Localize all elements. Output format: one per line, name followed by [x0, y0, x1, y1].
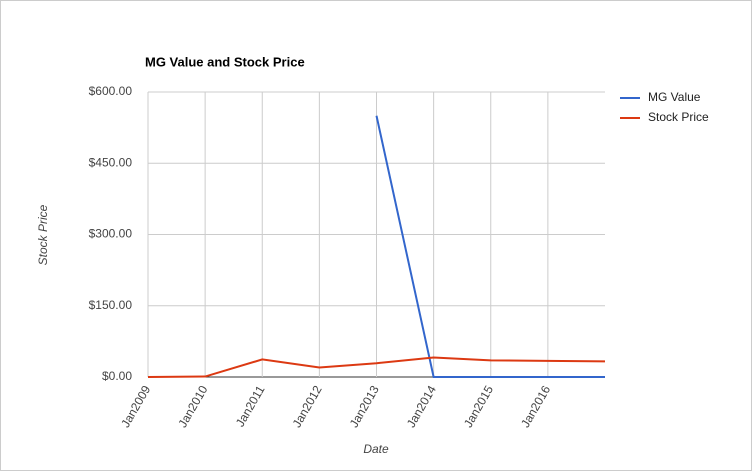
y-tick-label: $300.00	[89, 227, 133, 241]
x-axis-title: Date	[363, 442, 389, 456]
y-tick-label: $600.00	[89, 84, 133, 98]
data-line	[375, 115, 605, 378]
y-tick-label: $450.00	[89, 155, 133, 169]
legend-label: MG Value	[648, 90, 701, 104]
chart-title: MG Value and Stock Price	[145, 54, 305, 69]
y-axis-title: Stock Price	[36, 204, 50, 265]
data-line	[147, 356, 606, 378]
y-tick-label: $150.00	[89, 298, 133, 312]
legend-label: Stock Price	[648, 110, 709, 124]
y-tick-label: $0.00	[102, 369, 132, 383]
